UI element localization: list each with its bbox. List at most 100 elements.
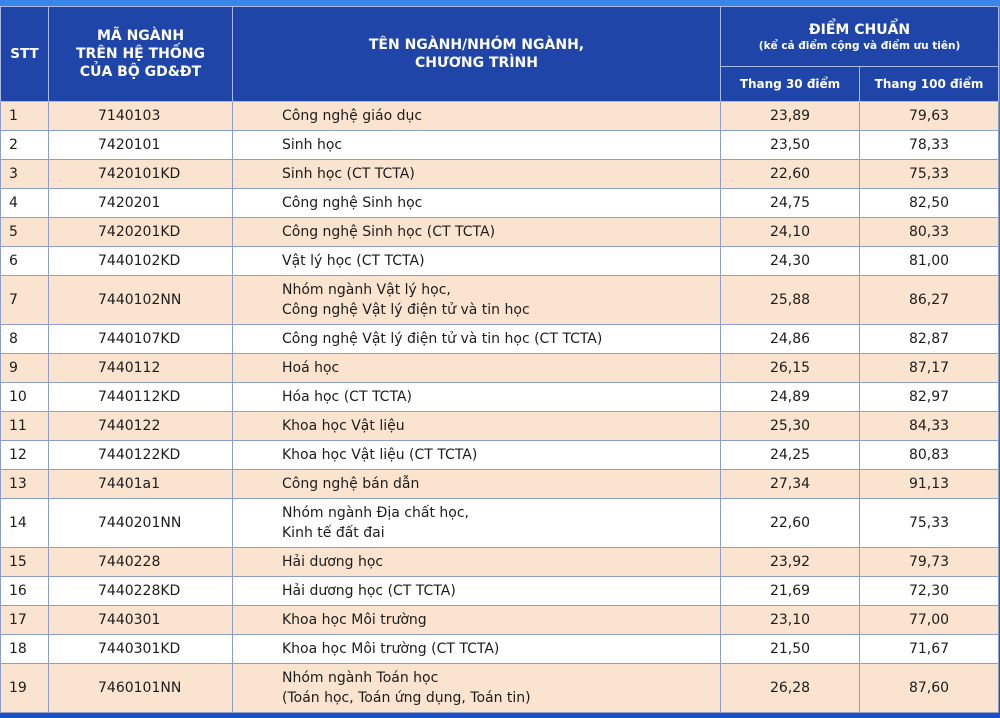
cell-name: Nhóm ngành Vật lý học, Công nghệ Vật lý đ…	[232, 275, 721, 325]
program-name-line1: Hải dương học (CT TCTA)	[282, 583, 456, 599]
program-code: 7440122KD	[98, 447, 181, 463]
cell-stt: 14	[0, 498, 49, 548]
table-row: 1 7140103 Công nghệ giáo dục 23,89 79,63	[0, 101, 1000, 131]
stt-value: 8	[9, 331, 18, 347]
score-30: 24,25	[769, 447, 811, 463]
stt-value: 14	[9, 515, 27, 531]
stt-value: 3	[9, 166, 18, 182]
cell-stt: 3	[0, 159, 49, 189]
program-name-line1: Công nghệ bán dẫn	[282, 476, 420, 492]
program-name-line1: Công nghệ Vật lý điện tử và tin học (CT …	[282, 331, 603, 347]
cell-name: Sinh học (CT TCTA)	[232, 159, 721, 189]
table-row: 9 7440112 Hoá học 26,15 87,17	[0, 353, 1000, 383]
score-100: 82,87	[908, 331, 950, 347]
header-name: TÊN NGÀNH/NHÓM NGÀNH, CHƯƠNG TRÌNH	[232, 6, 721, 102]
program-code: 7440112	[98, 360, 161, 376]
cell-name: Vật lý học (CT TCTA)	[232, 246, 721, 276]
score-100: 75,33	[908, 166, 950, 182]
cell-score-30: 23,10	[720, 605, 860, 635]
cell-stt: 15	[0, 547, 49, 577]
program-name-line2: Công nghệ Vật lý điện tử và tin học	[282, 302, 530, 318]
program-name: Hoá học	[282, 358, 720, 378]
header-code-line2: TRÊN HỆ THỐNG	[75, 46, 205, 62]
program-name: Hóa học (CT TCTA)	[282, 387, 720, 407]
stt-value: 18	[9, 641, 27, 657]
cell-code: 7440112KD	[48, 382, 233, 412]
cell-code: 7440228KD	[48, 576, 233, 606]
table-row: 8 7440107KD Công nghệ Vật lý điện tử và ti…	[0, 324, 1000, 354]
stt-value: 4	[9, 195, 18, 211]
header-scale-30: Thang 30 điểm	[720, 66, 860, 102]
score-30: 22,60	[769, 515, 811, 531]
program-code: 7420201KD	[98, 224, 181, 240]
cell-score-30: 21,69	[720, 576, 860, 606]
program-name: Khoa học Vật liệu (CT TCTA)	[282, 445, 720, 465]
score-100: 84,33	[908, 418, 950, 434]
table-row: 19 7460101NN Nhóm ngành Toán học (Toán học,…	[0, 663, 1000, 713]
stt-value: 9	[9, 360, 18, 376]
program-code: 7440102KD	[98, 253, 181, 269]
cell-code: 7440122	[48, 411, 233, 441]
cell-code: 7440201NN	[48, 498, 233, 548]
cell-score-100: 84,33	[858, 411, 1000, 441]
table-row: 17 7440301 Khoa học Môi trường 23,10 77,00	[0, 605, 1000, 635]
cell-code: 7420101	[48, 130, 233, 160]
cell-stt: 5	[0, 217, 49, 247]
cell-score-100: 79,63	[858, 101, 1000, 131]
stt-value: 17	[9, 612, 27, 628]
score-30: 24,89	[769, 389, 811, 405]
score-30: 23,50	[769, 137, 811, 153]
score-100: 86,27	[908, 292, 950, 308]
cell-score-30: 26,15	[720, 353, 860, 383]
score-100: 87,60	[908, 680, 950, 696]
score-30: 26,28	[769, 680, 811, 696]
cell-name: Công nghệ Vật lý điện tử và tin học (CT …	[232, 324, 721, 354]
stt-value: 16	[9, 583, 27, 599]
cell-stt: 19	[0, 663, 49, 713]
cell-code: 7440102NN	[48, 275, 233, 325]
program-name-line2: Kinh tế đất đai	[282, 525, 385, 541]
program-name-line1: Khoa học Vật liệu (CT TCTA)	[282, 447, 478, 463]
cell-name: Công nghệ giáo dục	[232, 101, 721, 131]
program-name-line1: Hải dương học	[282, 554, 384, 570]
header-score-title: ĐIỂM CHUẨN	[808, 21, 911, 38]
score-30: 22,60	[769, 166, 811, 182]
table-row: 6 7440102KD Vật lý học (CT TCTA) 24,30 81,00	[0, 246, 1000, 276]
program-name: Sinh học (CT TCTA)	[282, 164, 720, 184]
table-row: 18 7440301KD Khoa học Môi trường (CT TCTA)…	[0, 634, 1000, 664]
stt-value: 7	[9, 292, 18, 308]
cell-code: 7420201KD	[48, 217, 233, 247]
program-name: Công nghệ giáo dục	[282, 106, 720, 126]
cell-score-30: 24,89	[720, 382, 860, 412]
program-name: Công nghệ Sinh học	[282, 193, 720, 213]
program-code: 7440301KD	[98, 641, 181, 657]
cell-name: Hóa học (CT TCTA)	[232, 382, 721, 412]
header-code-line1: MÃ NGÀNH	[96, 28, 185, 44]
score-30: 27,34	[769, 476, 811, 492]
program-name-line2: (Toán học, Toán ứng dụng, Toán tin)	[282, 690, 531, 706]
table-row: 14 7440201NN Nhóm ngành Địa chất học, Kinh …	[0, 498, 1000, 548]
program-code: 7440102NN	[98, 292, 182, 308]
cell-score-30: 23,92	[720, 547, 860, 577]
cell-code: 7440122KD	[48, 440, 233, 470]
program-name: Khoa học Môi trường (CT TCTA)	[282, 639, 720, 659]
program-name: Vật lý học (CT TCTA)	[282, 251, 720, 271]
header-score: ĐIỂM CHUẨN (kể cả điểm cộng và điểm ưu t…	[719, 6, 1000, 67]
program-name: Nhóm ngành Địa chất học, Kinh tế đất đai	[282, 503, 720, 543]
program-code: 7420101KD	[98, 166, 181, 182]
cell-stt: 12	[0, 440, 49, 470]
cell-name: Khoa học Vật liệu (CT TCTA)	[232, 440, 721, 470]
program-code: 7420101	[98, 137, 161, 153]
program-name-line1: Sinh học	[282, 137, 343, 153]
cell-code: 7140103	[48, 101, 233, 131]
cell-score-30: 24,86	[720, 324, 860, 354]
program-code: 7440301	[98, 612, 161, 628]
program-name: Công nghệ Vật lý điện tử và tin học (CT …	[282, 329, 720, 349]
score-30: 24,10	[769, 224, 811, 240]
cell-code: 7420101KD	[48, 159, 233, 189]
table-row: 3 7420101KD Sinh học (CT TCTA) 22,60 75,33	[0, 159, 1000, 189]
score-30: 23,10	[769, 612, 811, 628]
cell-code: 7440107KD	[48, 324, 233, 354]
cell-score-30: 27,34	[720, 469, 860, 499]
score-30: 23,89	[769, 108, 811, 124]
